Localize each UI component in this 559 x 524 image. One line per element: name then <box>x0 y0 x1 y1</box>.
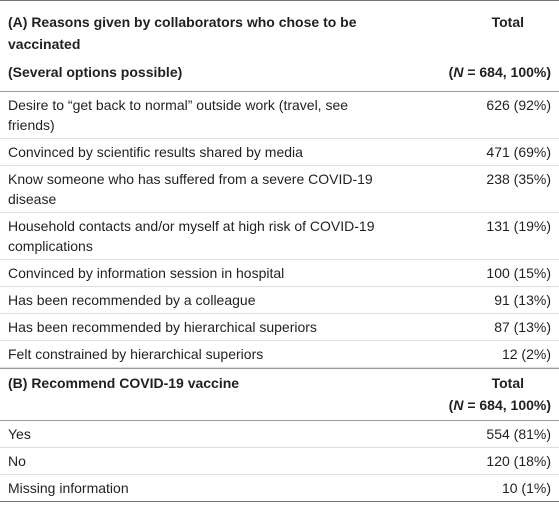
row-label: Has been recommended by a colleague <box>8 292 256 308</box>
table-row: Convinced by information session in hosp… <box>0 260 559 287</box>
row-label: Missing information <box>8 480 129 496</box>
table-row: Convinced by scientific results shared b… <box>0 139 559 166</box>
row-value: 131 (19%) <box>486 218 551 234</box>
row-value: 12 (2%) <box>501 346 551 362</box>
row-value: 626 (92%) <box>486 97 551 113</box>
sample-rest: = 684, 100%) <box>463 64 551 80</box>
row-label: Yes <box>8 426 31 442</box>
row-value: 238 (35%) <box>486 171 551 187</box>
total-label: Total <box>491 375 525 391</box>
row-value: 471 (69%) <box>486 144 551 160</box>
sample-rest: = 684, 100%) <box>463 397 551 413</box>
section-title: (A) Reasons given by collaborators who c… <box>8 14 357 52</box>
sample-n: N <box>453 64 464 80</box>
row-label: Household contacts and/or myself at high… <box>8 218 375 254</box>
header-left: (A) Reasons given by collaborators who c… <box>8 11 418 83</box>
row-value: 91 (13%) <box>494 292 551 308</box>
table-row: Yes 554 (81%) <box>0 421 559 448</box>
row-label: Desire to “get back to normal” outside w… <box>8 97 349 133</box>
row-value: 10 (1%) <box>501 480 551 496</box>
row-value: 87 (13%) <box>494 319 551 335</box>
row-label: Convinced by scientific results shared b… <box>8 144 303 160</box>
table-row: Know someone who has suffered from a sev… <box>0 166 559 213</box>
section-header: (B) Recommend COVID-19 vaccine Total (N = … <box>0 368 559 421</box>
sample-open: ( <box>448 64 454 80</box>
total-label: Total <box>491 14 525 30</box>
sample-n: N <box>453 397 464 413</box>
table-row: Household contacts and/or myself at high… <box>0 213 559 260</box>
table-row: Desire to “get back to normal” outside w… <box>0 92 559 139</box>
row-value: 554 (81%) <box>486 426 551 442</box>
sample-size: (N = 684, 100%) <box>449 394 551 416</box>
header-right: Total (N = 684, 100%) <box>449 11 551 83</box>
section-subtitle: (Several options possible) <box>8 64 183 80</box>
row-value: 100 (15%) <box>486 265 551 281</box>
table: (A) Reasons given by collaborators who c… <box>0 0 559 502</box>
sample-open: ( <box>448 397 454 413</box>
row-label: Felt constrained by hierarchical superio… <box>8 346 264 362</box>
row-label: No <box>8 453 26 469</box>
row-label: Has been recommended by hierarchical sup… <box>8 319 317 335</box>
table-row: Has been recommended by hierarchical sup… <box>0 314 559 341</box>
row-label: Convinced by information session in hosp… <box>8 265 285 281</box>
sample-size: (N = 684, 100%) <box>449 61 551 83</box>
table-row: Felt constrained by hierarchical superio… <box>0 341 559 368</box>
table-row: Has been recommended by a colleague 91 (1… <box>0 287 559 314</box>
table-row: No 120 (18%) <box>0 448 559 475</box>
header-right: Total (N = 684, 100%) <box>449 372 551 416</box>
header-left: (B) Recommend COVID-19 vaccine <box>8 372 418 416</box>
row-label: Know someone who has suffered from a sev… <box>8 171 373 207</box>
row-value: 120 (18%) <box>486 453 551 469</box>
section-title: (B) Recommend COVID-19 vaccine <box>8 375 240 391</box>
section-header: (A) Reasons given by collaborators who c… <box>0 1 559 92</box>
table-row: Missing information 10 (1%) <box>0 475 559 501</box>
